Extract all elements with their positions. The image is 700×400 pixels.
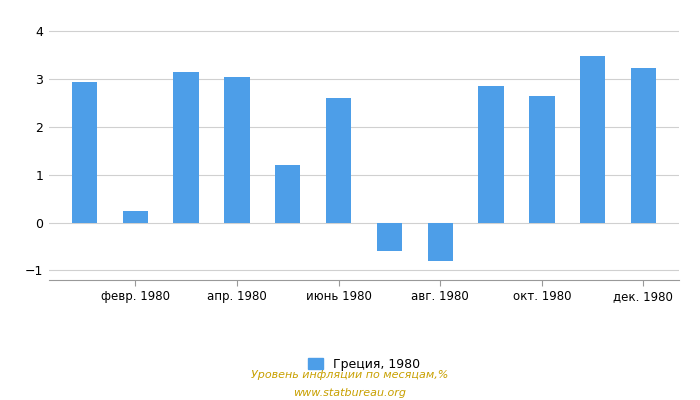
Bar bbox=[478, 86, 504, 222]
Bar bbox=[428, 222, 453, 261]
Bar bbox=[72, 82, 97, 222]
Bar bbox=[122, 211, 148, 222]
Legend: Греция, 1980: Греция, 1980 bbox=[303, 352, 425, 376]
Bar bbox=[275, 165, 300, 222]
Bar bbox=[224, 77, 250, 222]
Bar bbox=[326, 98, 351, 222]
Bar bbox=[377, 222, 402, 251]
Bar bbox=[174, 72, 199, 222]
Bar bbox=[529, 96, 554, 222]
Bar bbox=[631, 68, 656, 222]
Bar bbox=[580, 56, 606, 222]
Text: Уровень инфляции по месяцам,%: Уровень инфляции по месяцам,% bbox=[251, 370, 449, 380]
Text: www.statbureau.org: www.statbureau.org bbox=[293, 388, 407, 398]
